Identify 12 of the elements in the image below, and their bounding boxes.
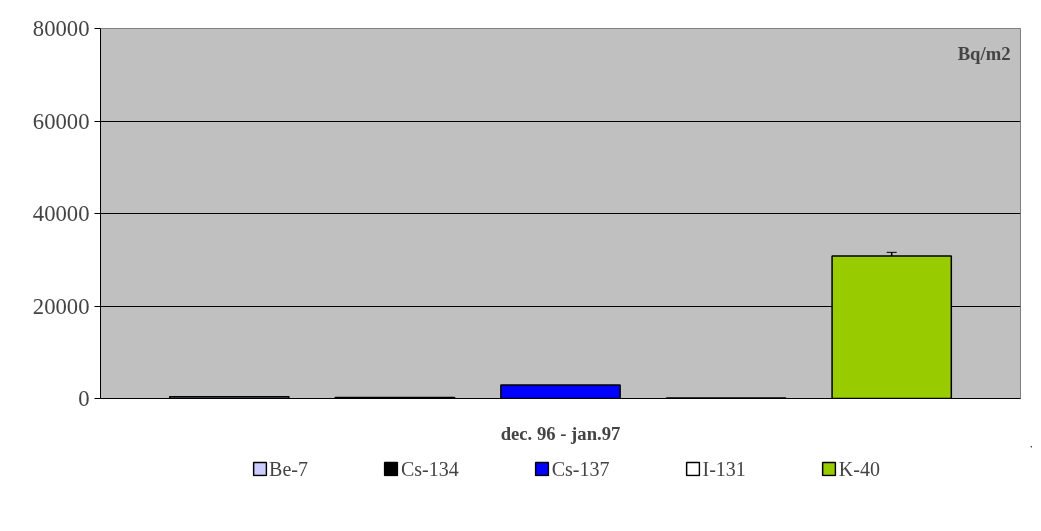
annotation: Bq/m2 xyxy=(957,42,1011,64)
x-tick-label: dec. 96 - jan.97 xyxy=(500,422,621,444)
y-tick-label: 60000 xyxy=(32,108,90,134)
legend-label: Cs-137 xyxy=(551,457,610,480)
y-tick-label: 20000 xyxy=(32,293,90,319)
y-tick-label: 40000 xyxy=(32,201,90,226)
y-tick-label: 0 xyxy=(78,386,90,411)
legend-label: I-131 xyxy=(702,457,746,480)
legend-label: Cs-134 xyxy=(400,457,459,480)
y-tick-label: 80000 xyxy=(32,16,90,41)
legend-label: K-40 xyxy=(838,457,880,480)
legend-label: Be-7 xyxy=(269,457,308,480)
